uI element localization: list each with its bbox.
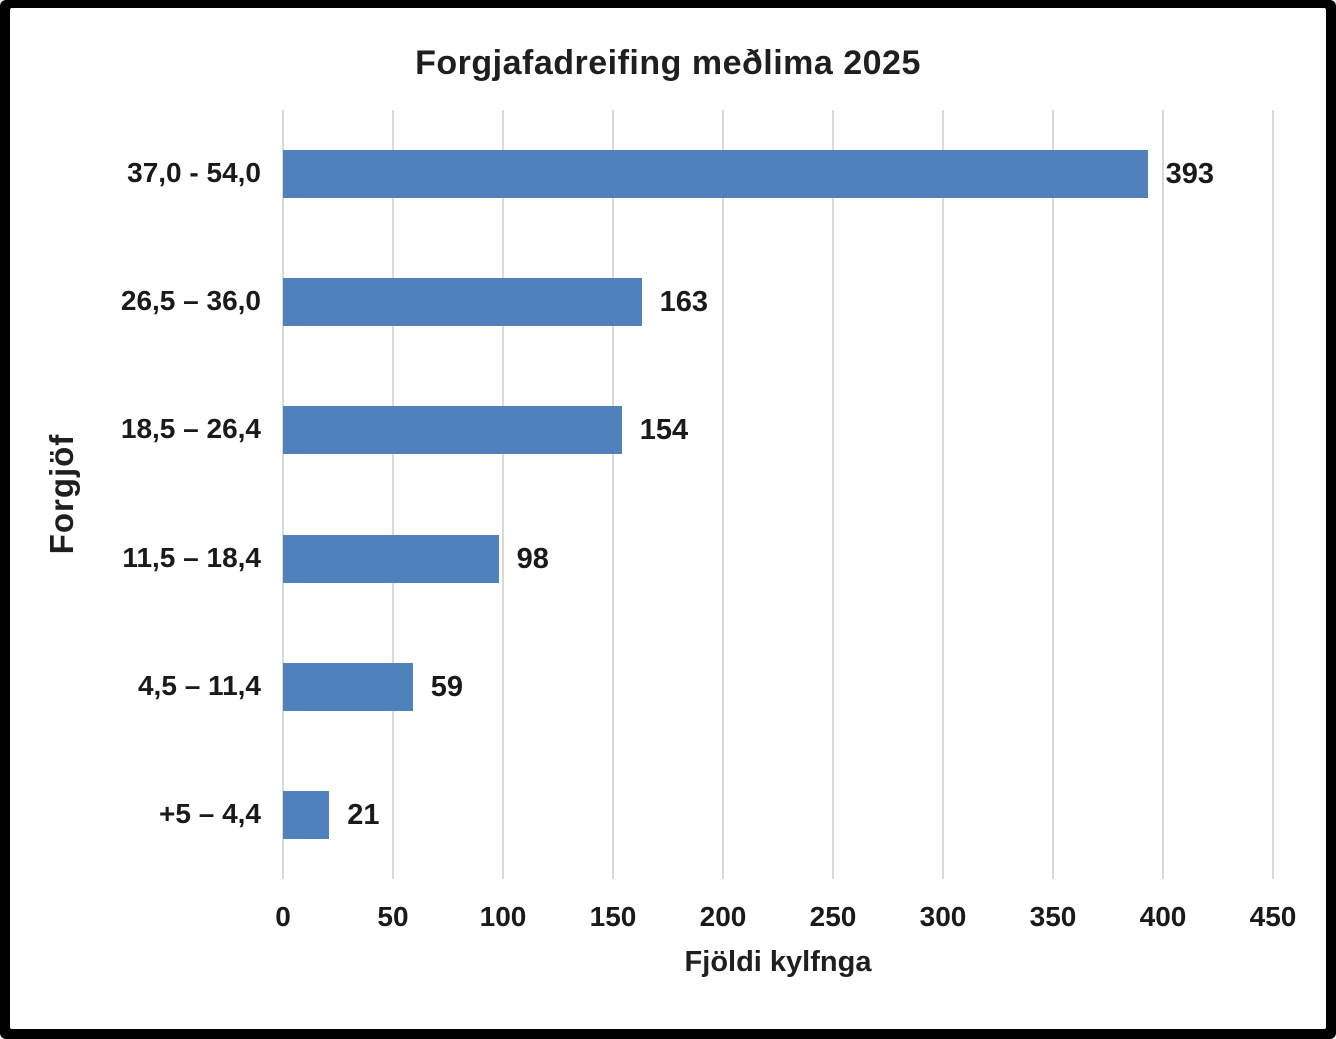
x-tick-label-150: 150 xyxy=(589,901,637,932)
chart-title: Forgjafadreifing meðlima 2025 xyxy=(415,44,921,82)
category-label: +5 – 4,4 xyxy=(159,797,261,829)
bar-11,5 – 18,4 xyxy=(283,534,499,583)
gridline-x-300 xyxy=(942,110,944,879)
bar-value-label: 163 xyxy=(659,286,708,319)
y-axis-title: Forgjöf xyxy=(43,433,80,555)
x-tick-label-450: 450 xyxy=(1249,901,1297,932)
gridline-x-50 xyxy=(392,110,394,879)
bar-18,5 – 26,4 xyxy=(283,406,622,455)
gridline-x-400 xyxy=(1162,110,1164,879)
bar-value-label: 21 xyxy=(347,798,380,831)
gridline-x-200 xyxy=(722,110,724,879)
x-tick-label-0: 0 xyxy=(275,901,291,932)
x-tick-label-100: 100 xyxy=(479,901,527,932)
x-tick-label-400: 400 xyxy=(1139,901,1187,932)
bar-4,5 – 11,4 xyxy=(283,662,413,711)
bar-+5 – 4,4 xyxy=(283,790,330,839)
chart-area: Forgjafadreifing meðlima 2025 Forgjöf 39… xyxy=(10,8,1326,1029)
bar-26,5 – 36,0 xyxy=(283,278,642,327)
x-axis-title: Fjöldi kylfnga xyxy=(684,946,872,978)
x-tick-label-250: 250 xyxy=(809,901,857,932)
category-label: 37,0 - 54,0 xyxy=(127,157,261,189)
bar-value-label: 154 xyxy=(639,414,689,447)
gridline-x-350 xyxy=(1052,110,1054,879)
gridline-x-0 xyxy=(282,110,284,879)
category-label: 18,5 – 26,4 xyxy=(120,413,261,445)
bar-value-label: 59 xyxy=(430,670,464,703)
gridline-x-450 xyxy=(1272,110,1274,879)
x-tick-label-50: 50 xyxy=(377,901,409,932)
bar-value-label: 98 xyxy=(516,542,549,575)
category-label: 4,5 – 11,4 xyxy=(137,669,261,701)
gridline-x-250 xyxy=(832,110,834,879)
gridline-x-100 xyxy=(502,110,504,879)
x-tick-label-300: 300 xyxy=(919,901,967,932)
plot-area: 393 163 154 98 59 21 xyxy=(282,110,1274,879)
bar-37,0 - 54,0 xyxy=(283,150,1148,199)
x-tick-label-200: 200 xyxy=(699,901,747,932)
category-label: 26,5 – 36,0 xyxy=(120,285,261,317)
bar-value-label: 393 xyxy=(1165,158,1214,191)
gridline-x-150 xyxy=(612,110,614,879)
category-label: 11,5 – 18,4 xyxy=(122,541,261,573)
x-tick-label-350: 350 xyxy=(1029,901,1077,932)
